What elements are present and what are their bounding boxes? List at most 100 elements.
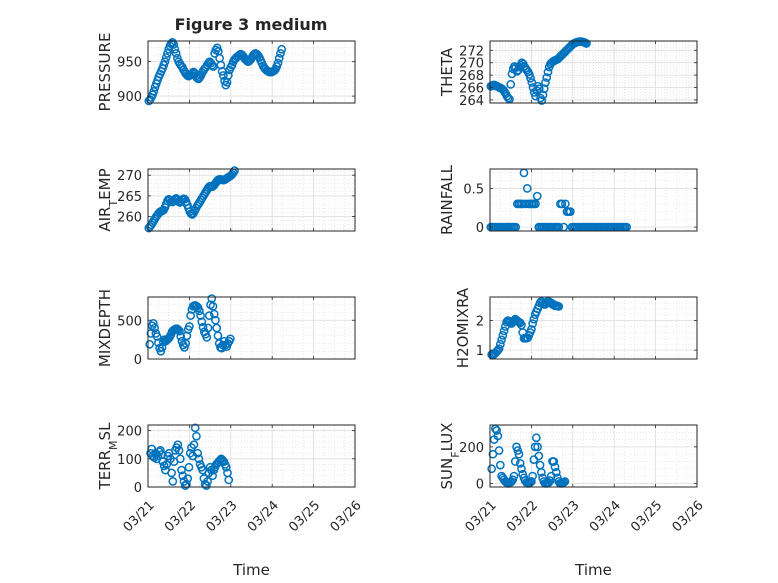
- data-point: [511, 63, 521, 73]
- data-point: [156, 346, 166, 356]
- data-point: [503, 93, 513, 103]
- y-axis-label: PRESSURE: [96, 33, 114, 112]
- data-point: [496, 339, 505, 349]
- data-point: [524, 70, 534, 79]
- data-point: [174, 446, 184, 455]
- data-point: [514, 449, 524, 459]
- data-point: [171, 49, 181, 58]
- data-series: [487, 424, 570, 488]
- data-point: [202, 332, 212, 342]
- data-point: [184, 462, 194, 472]
- data-point: [224, 475, 234, 485]
- data-point: [216, 60, 226, 70]
- data-point: [218, 71, 228, 80]
- y-tick-label: 200: [459, 441, 484, 456]
- data-point: [182, 479, 191, 489]
- data-point: [190, 423, 200, 433]
- data-point: [545, 476, 555, 485]
- data-point: [192, 301, 202, 311]
- data-point: [167, 468, 176, 478]
- y-tick-label: 1: [476, 344, 484, 359]
- y-axis-label: TERRMSL: [96, 422, 120, 491]
- y-tick-label: 265: [117, 190, 142, 205]
- data-point: [177, 465, 186, 475]
- data-point: [226, 334, 235, 344]
- data-point: [175, 454, 185, 464]
- y-tick-label: 266: [459, 82, 484, 97]
- y-tick-label: 0.5: [463, 182, 484, 197]
- axes-box: [147, 168, 356, 232]
- data-series: [146, 423, 234, 490]
- data-point: [193, 448, 203, 458]
- y-tick-label: 264: [459, 94, 484, 109]
- data-point: [194, 306, 204, 316]
- axes-box: [147, 296, 356, 360]
- data-point: [529, 314, 539, 324]
- data-point: [522, 65, 532, 75]
- data-point: [543, 67, 553, 77]
- data-point: [204, 311, 214, 320]
- data-point: [493, 431, 503, 441]
- data-series: [487, 297, 564, 359]
- data-point: [274, 53, 284, 63]
- data-point: [182, 331, 192, 341]
- data-series: [144, 38, 287, 106]
- data-point: [487, 464, 497, 474]
- y-tick-label: 200: [117, 425, 142, 440]
- data-point: [173, 440, 183, 450]
- data-point: [494, 446, 504, 455]
- data-point: [186, 311, 195, 320]
- data-point: [197, 317, 207, 327]
- y-tick-label: 272: [459, 44, 484, 59]
- data-point: [517, 464, 526, 474]
- data-point: [145, 339, 155, 349]
- data-point: [532, 191, 542, 201]
- data-point: [560, 199, 570, 209]
- data-point: [527, 78, 537, 87]
- x-axis-label: Time: [232, 561, 270, 579]
- data-point: [557, 199, 567, 209]
- data-point: [534, 84, 544, 94]
- data-point: [582, 39, 591, 48]
- y-axis-label: RAINFALL: [438, 164, 456, 235]
- y-tick-label: 0: [134, 353, 142, 368]
- data-point: [149, 319, 158, 328]
- data-point: [492, 426, 501, 435]
- data-point: [549, 457, 559, 466]
- data-point: [541, 78, 550, 87]
- data-point: [196, 311, 205, 320]
- y-axis-label: THETA: [438, 47, 456, 97]
- data-point: [531, 199, 540, 209]
- data-point: [194, 454, 204, 464]
- data-point: [175, 326, 184, 336]
- data-point: [533, 442, 542, 452]
- y-tick-label: 0: [476, 477, 484, 492]
- data-point: [163, 49, 172, 58]
- data-point: [494, 344, 504, 354]
- figure-title: Figure 3 medium: [175, 15, 328, 34]
- data-point: [551, 468, 561, 477]
- data-point: [208, 471, 217, 481]
- data-point: [527, 325, 536, 334]
- data-point: [506, 80, 516, 89]
- data-point: [507, 69, 517, 79]
- data-point: [207, 60, 217, 70]
- y-tick-label: 0: [476, 221, 484, 236]
- data-point: [550, 462, 560, 472]
- data-series: [144, 166, 239, 233]
- y-tick-label: 100: [117, 453, 142, 468]
- data-point: [161, 53, 171, 62]
- data-point: [488, 449, 498, 459]
- data-point: [498, 331, 508, 340]
- y-tick-label: 270: [117, 169, 142, 184]
- y-axis-label: MIXDEPTH: [96, 289, 114, 367]
- data-series: [486, 37, 591, 105]
- data-point: [530, 442, 540, 452]
- axes-box: [489, 296, 698, 360]
- axes-box: [147, 40, 356, 104]
